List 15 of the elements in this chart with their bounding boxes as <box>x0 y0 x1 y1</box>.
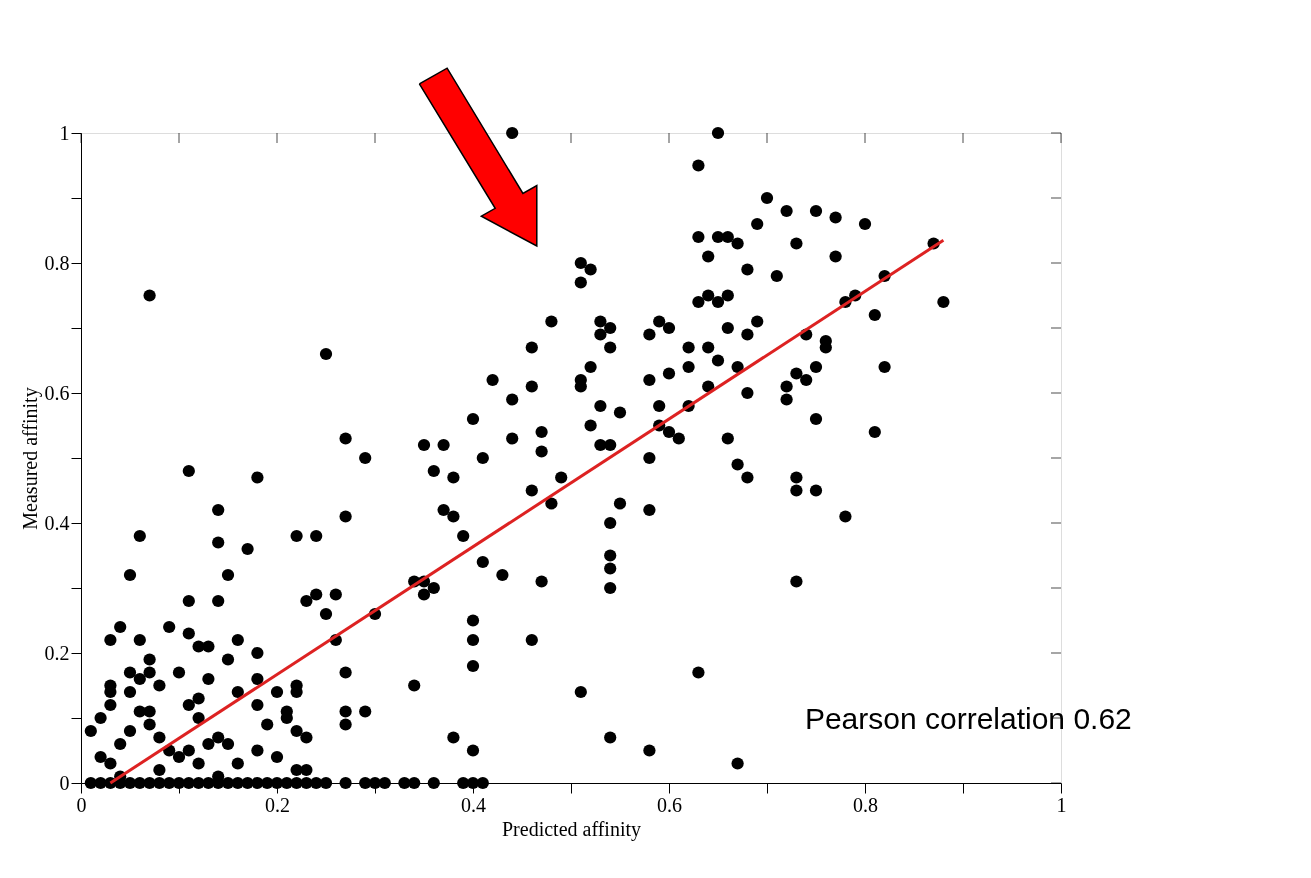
y-tick-label: 0.8 <box>44 251 70 274</box>
x-axis-title: Predicted affinity <box>501 817 642 841</box>
y-tick-label: 1 <box>59 121 70 144</box>
x-tick-label: 1 <box>1056 793 1067 816</box>
x-tick-label: 0.8 <box>853 793 878 816</box>
x-tick-label: 0 <box>76 793 87 816</box>
y-axis-title: Measured affinity <box>18 387 42 530</box>
x-tick-label: 0.4 <box>461 793 486 816</box>
y-tick-label: 0.2 <box>44 641 70 664</box>
annotation: Pearson correlation 0.62 <box>804 701 1132 735</box>
x-tick-label: 0.2 <box>265 793 290 816</box>
y-tick-label: 0.4 <box>44 511 70 534</box>
x-tick-label: 0.6 <box>657 793 682 816</box>
y-tick-label: 0 <box>59 771 70 794</box>
y-tick-label: 0.6 <box>44 381 70 404</box>
